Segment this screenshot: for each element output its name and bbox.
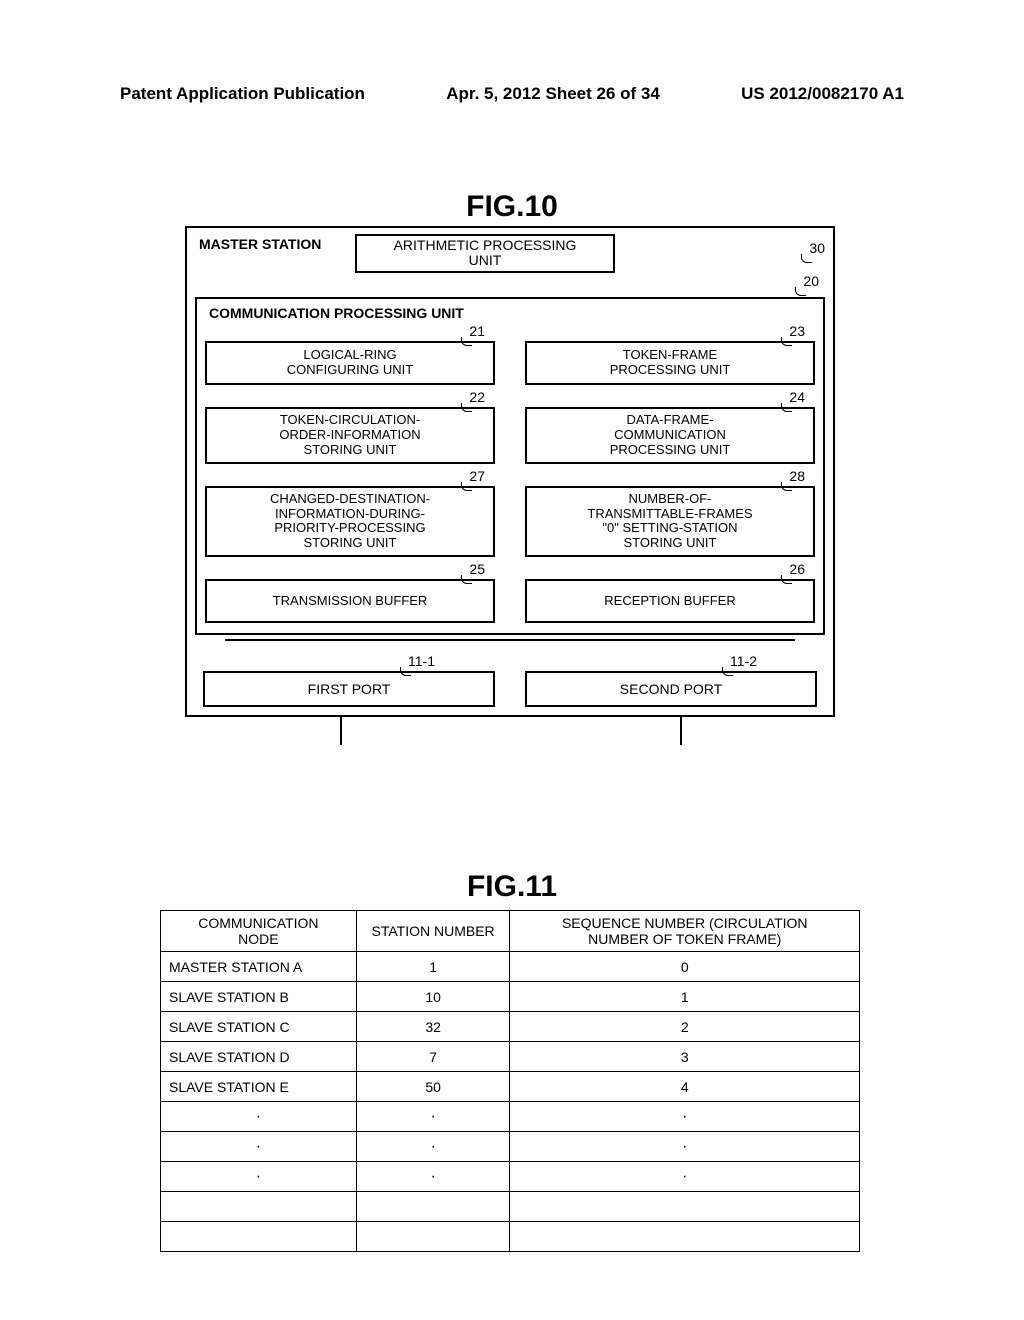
ref-28: 28 (789, 468, 805, 486)
bus-line (225, 639, 795, 641)
ref-26: 26 (789, 561, 805, 579)
cell-node: SLAVE STATION D (161, 1042, 357, 1072)
fig11-table-wrap: COMMUNICATIONNODE STATION NUMBER SEQUENC… (160, 910, 860, 1252)
cell-station: 50 (356, 1072, 510, 1102)
table-row: SLAVE STATION B 10 1 (161, 982, 860, 1012)
communication-processing-unit: COMMUNICATION PROCESSING UNIT 21 LOGICAL… (195, 297, 825, 636)
cell-seq: 4 (510, 1072, 860, 1102)
ref-20: 20 (803, 273, 819, 291)
cell-station: 7 (356, 1042, 510, 1072)
unit-grid: 21 LOGICAL-RINGCONFIGURING UNIT 23 TOKEN… (205, 323, 815, 624)
cell-seq (510, 1192, 860, 1222)
cell-node: MASTER STATION A (161, 952, 357, 982)
ref-21: 21 (469, 323, 485, 341)
cell-station (356, 1192, 510, 1222)
table-row: · · · (161, 1132, 860, 1162)
table-row: MASTER STATION A 1 0 (161, 952, 860, 982)
cell-seq: · (510, 1102, 860, 1132)
cell-node: · (161, 1132, 357, 1162)
fig11-table: COMMUNICATIONNODE STATION NUMBER SEQUENC… (160, 910, 860, 1252)
ref-11-2: 11-2 (730, 653, 757, 671)
table-row: SLAVE STATION C 32 2 (161, 1012, 860, 1042)
second-port: SECOND PORT (525, 671, 817, 707)
data-frame-communication-processing-unit: DATA-FRAME-COMMUNICATIONPROCESSING UNIT (525, 407, 815, 464)
cell-seq: 1 (510, 982, 860, 1012)
cell-node: SLAVE STATION C (161, 1012, 357, 1042)
col-header-node: COMMUNICATIONNODE (161, 911, 357, 952)
table-row: · · · (161, 1162, 860, 1192)
table-row (161, 1192, 860, 1222)
first-port: FIRST PORT (203, 671, 495, 707)
cell-seq: 2 (510, 1012, 860, 1042)
number-of-transmittable-frames-0-setting-station-storing-unit: NUMBER-OF-TRANSMITTABLE-FRAMES"0" SETTIN… (525, 486, 815, 558)
fig11-title: FIG.11 (0, 870, 1024, 904)
arithmetic-processing-unit: ARITHMETIC PROCESSINGUNIT (355, 234, 615, 273)
cell-seq: 3 (510, 1042, 860, 1072)
ref-24: 24 (789, 389, 805, 407)
cell-node (161, 1222, 357, 1252)
master-station-box: MASTER STATION ARITHMETIC PROCESSINGUNIT… (185, 226, 835, 717)
logical-ring-configuring-unit: LOGICAL-RINGCONFIGURING UNIT (205, 341, 495, 385)
port-connectors (185, 717, 835, 745)
cell-station: 10 (356, 982, 510, 1012)
ref-11-1: 11-1 (408, 653, 435, 671)
ref-25: 25 (469, 561, 485, 579)
ref-22: 22 (469, 389, 485, 407)
header-left: Patent Application Publication (120, 84, 365, 104)
ports-wrap: 11-1 11-2 FIRST PORT SECOND PORT (195, 653, 825, 707)
cell-node: SLAVE STATION B (161, 982, 357, 1012)
cell-node (161, 1192, 357, 1222)
table-header-row: COMMUNICATIONNODE STATION NUMBER SEQUENC… (161, 911, 860, 952)
cell-station: 1 (356, 952, 510, 982)
table-row: · · · (161, 1102, 860, 1132)
cell-station: · (356, 1102, 510, 1132)
page-header: Patent Application Publication Apr. 5, 2… (0, 84, 1024, 104)
cell-station (356, 1222, 510, 1252)
cpu-label: COMMUNICATION PROCESSING UNIT (205, 305, 815, 323)
cell-node: · (161, 1102, 357, 1132)
cell-station: · (356, 1162, 510, 1192)
token-circulation-order-info-storing-unit: TOKEN-CIRCULATION-ORDER-INFORMATIONSTORI… (205, 407, 495, 464)
ref-23: 23 (789, 323, 805, 341)
col-header-station: STATION NUMBER (356, 911, 510, 952)
reception-buffer: RECEPTION BUFFER (525, 579, 815, 623)
col-header-seq: SEQUENCE NUMBER (CIRCULATIONNUMBER OF TO… (510, 911, 860, 952)
token-frame-processing-unit: TOKEN-FRAMEPROCESSING UNIT (525, 341, 815, 385)
changed-destination-info-storing-unit: CHANGED-DESTINATION-INFORMATION-DURING-P… (205, 486, 495, 558)
transmission-buffer: TRANSMISSION BUFFER (205, 579, 495, 623)
cell-node: · (161, 1162, 357, 1192)
fig10-title: FIG.10 (0, 190, 1024, 224)
cell-seq (510, 1222, 860, 1252)
cell-seq: · (510, 1132, 860, 1162)
cell-node: SLAVE STATION E (161, 1072, 357, 1102)
cell-station: · (356, 1132, 510, 1162)
header-right: US 2012/0082170 A1 (741, 84, 904, 104)
cell-station: 32 (356, 1012, 510, 1042)
cell-seq: · (510, 1162, 860, 1192)
table-row (161, 1222, 860, 1252)
fig10-diagram: MASTER STATION ARITHMETIC PROCESSINGUNIT… (185, 226, 835, 745)
table-row: SLAVE STATION D 7 3 (161, 1042, 860, 1072)
table-row: SLAVE STATION E 50 4 (161, 1072, 860, 1102)
cell-seq: 0 (510, 952, 860, 982)
ref-30: 30 (809, 240, 825, 256)
ref-27: 27 (469, 468, 485, 486)
header-center: Apr. 5, 2012 Sheet 26 of 34 (446, 84, 660, 104)
table-body: MASTER STATION A 1 0 SLAVE STATION B 10 … (161, 952, 860, 1252)
